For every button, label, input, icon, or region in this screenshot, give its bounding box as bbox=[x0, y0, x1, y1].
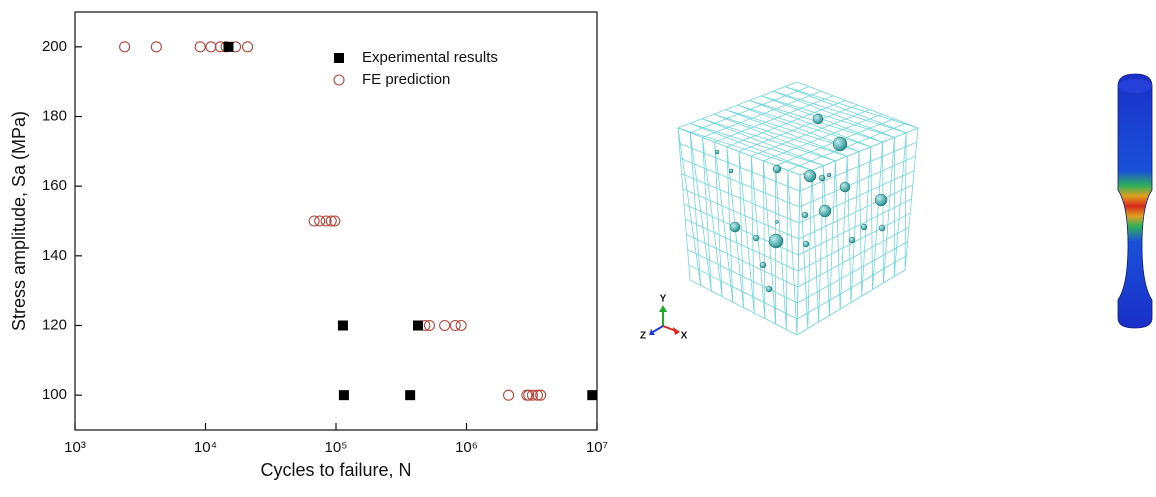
pore bbox=[776, 221, 779, 224]
pore bbox=[760, 262, 766, 268]
pore bbox=[766, 286, 772, 292]
pore bbox=[819, 175, 825, 181]
marker-circle bbox=[504, 390, 514, 400]
marker-square bbox=[587, 390, 597, 400]
pore bbox=[802, 212, 808, 218]
pore bbox=[879, 225, 885, 231]
y-tick-label: 160 bbox=[42, 177, 67, 194]
y-tick-label: 140 bbox=[42, 247, 67, 264]
pore bbox=[730, 222, 740, 232]
marker-square bbox=[338, 321, 348, 331]
mesh-line bbox=[883, 142, 884, 283]
specimen bbox=[1118, 74, 1152, 328]
pore bbox=[803, 241, 809, 247]
triad-label: Y bbox=[660, 294, 667, 305]
pore bbox=[773, 165, 781, 173]
pore bbox=[849, 237, 855, 243]
pore bbox=[827, 173, 831, 177]
x-tick-label: 10³ bbox=[64, 439, 86, 456]
mesh-line bbox=[788, 170, 797, 335]
pore bbox=[861, 224, 867, 230]
pore bbox=[833, 137, 847, 151]
marker-circle bbox=[206, 42, 216, 52]
pore bbox=[729, 169, 733, 173]
pore bbox=[840, 182, 850, 192]
mesh-line bbox=[689, 265, 798, 319]
pore bbox=[819, 205, 831, 217]
mesh-line bbox=[798, 242, 908, 303]
triad-label: Z bbox=[640, 331, 646, 342]
marker-circle bbox=[440, 321, 450, 331]
axis-triad: Y Z X bbox=[640, 294, 688, 342]
y-tick-label: 120 bbox=[42, 316, 67, 333]
mesh-line bbox=[894, 133, 906, 277]
triad-label: X bbox=[681, 331, 688, 342]
y-tick-label: 180 bbox=[42, 107, 67, 124]
pore bbox=[769, 234, 783, 248]
marker-circle bbox=[151, 42, 161, 52]
pore bbox=[715, 150, 719, 154]
marker-square bbox=[339, 390, 349, 400]
mesh-line bbox=[797, 256, 906, 319]
pore bbox=[753, 235, 759, 241]
marker-circle bbox=[195, 42, 205, 52]
marker-square bbox=[334, 53, 344, 63]
pore bbox=[804, 170, 816, 182]
legend-label: Experimental results bbox=[362, 49, 498, 66]
x-tick-label: 10⁷ bbox=[586, 439, 608, 456]
y-tick-label: 200 bbox=[42, 38, 67, 55]
marker-circle bbox=[456, 321, 466, 331]
mesh-line bbox=[690, 280, 797, 335]
pore bbox=[875, 194, 887, 206]
mesh-line bbox=[873, 142, 883, 289]
mesh-line bbox=[905, 128, 918, 270]
mesh-line bbox=[883, 137, 894, 283]
marker-circle bbox=[120, 42, 130, 52]
y-tick-label: 100 bbox=[42, 386, 67, 403]
mesh-line bbox=[812, 170, 819, 322]
mesh-line bbox=[862, 147, 871, 296]
marker-square bbox=[405, 390, 415, 400]
pore bbox=[813, 114, 823, 124]
mesh-line bbox=[797, 270, 905, 335]
x-tick-label: 10⁶ bbox=[455, 439, 478, 456]
marker-circle bbox=[243, 42, 253, 52]
x-axis-title: Cycles to failure, N bbox=[260, 460, 411, 480]
mesh-line bbox=[800, 175, 808, 329]
marker-square bbox=[413, 321, 423, 331]
x-tick-label: 10⁵ bbox=[325, 439, 348, 456]
x-tick-label: 10⁴ bbox=[194, 439, 217, 456]
marker-square bbox=[223, 42, 233, 52]
mesh-cube bbox=[678, 82, 918, 335]
marker-circle bbox=[309, 216, 319, 226]
marker-circle bbox=[450, 321, 460, 331]
y-axis-title: Stress amplitude, Sa (MPa) bbox=[9, 111, 29, 331]
legend-label: FE prediction bbox=[362, 71, 450, 88]
